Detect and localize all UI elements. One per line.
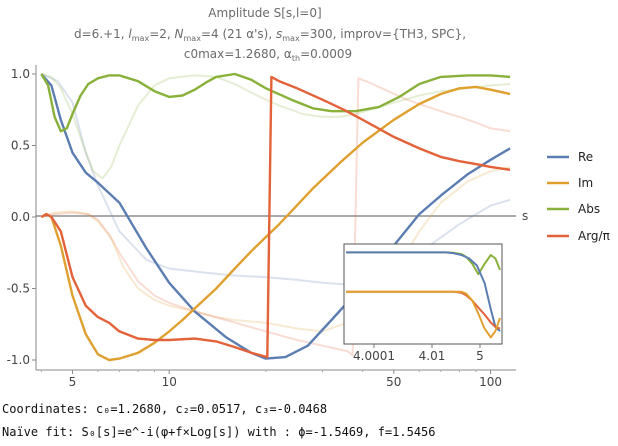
fit-parameters: with : ϕ=-1.5469, f=1.5456 [240,425,436,439]
inset-line-iminset [346,290,501,339]
series-arg-faded [41,77,511,357]
x-tick-label: 100 [479,375,502,389]
chart-subtitle-1: d=6.+1, lmax=2, Nmax=4 (21 α's), smax=30… [74,27,466,43]
series-im-faded [40,165,511,333]
series-line-abs [40,72,511,133]
y-tick-label: 1.0 [11,67,30,81]
x-axis-label: s [522,209,528,223]
fit-line: Naïve fit: S₀[s]=e^-i(φ+f×Log[s]) with :… [2,425,436,439]
inset-frame [343,243,503,345]
fit-prefix: Naïve fit: [2,425,82,439]
inset-line-reinset [346,251,501,332]
faded-series [40,73,511,357]
x-tick-label: 50 [386,375,401,389]
amplitude-figure: Amplitude S[s,l=0] d=6.+1, lmax=2, Nmax=… [7,6,610,389]
chart-title: Amplitude S[s,l=0] [208,6,321,20]
series-line-arg [40,75,511,359]
legend-label: Arg/π [578,229,610,243]
inset-tick-label: 5 [476,349,484,363]
legend-label: Abs [578,202,600,216]
y-tick-label: 0.0 [11,210,30,224]
legend: Re Im Abs Arg/π [547,150,610,243]
inset-ticks: 4.0001 4.01 5 [353,344,484,363]
fit-formula: S₀[s]=e^-i(φ+f×Log[s]) [81,425,241,439]
coordinates-values: c₀=1.2680, c₂=0.0517, c₃=-0.0468 [95,402,328,416]
inset-tick-label: 4.0001 [353,349,395,363]
legend-label: Im [578,176,593,190]
legend-label: Re [578,150,593,164]
series-abs-faded [41,73,511,180]
axis-ticks: 1.0 0.5 0.0 -0.5 -1.0 5 10 50 100 [7,67,502,389]
chart-subtitle-2: c0max=1.2680, αth=0.0009 [184,47,352,63]
coordinates-prefix: Coordinates: [2,402,96,416]
series-line-im [40,85,511,362]
coordinates-line: Coordinates: c₀=1.2680, c₂=0.0517, c₃=-0… [2,402,327,416]
y-tick-label: -0.5 [7,282,30,296]
y-tick-label: 0.5 [11,139,30,153]
series-lines [40,72,511,362]
inset-tick-label: 4.01 [419,349,446,363]
y-tick-label: -1.0 [7,353,30,367]
x-tick-label: 10 [162,375,177,389]
x-tick-label: 5 [69,375,77,389]
inset-series-lines [346,251,501,339]
inset-plot: 4.0001 4.01 5 [343,243,503,363]
